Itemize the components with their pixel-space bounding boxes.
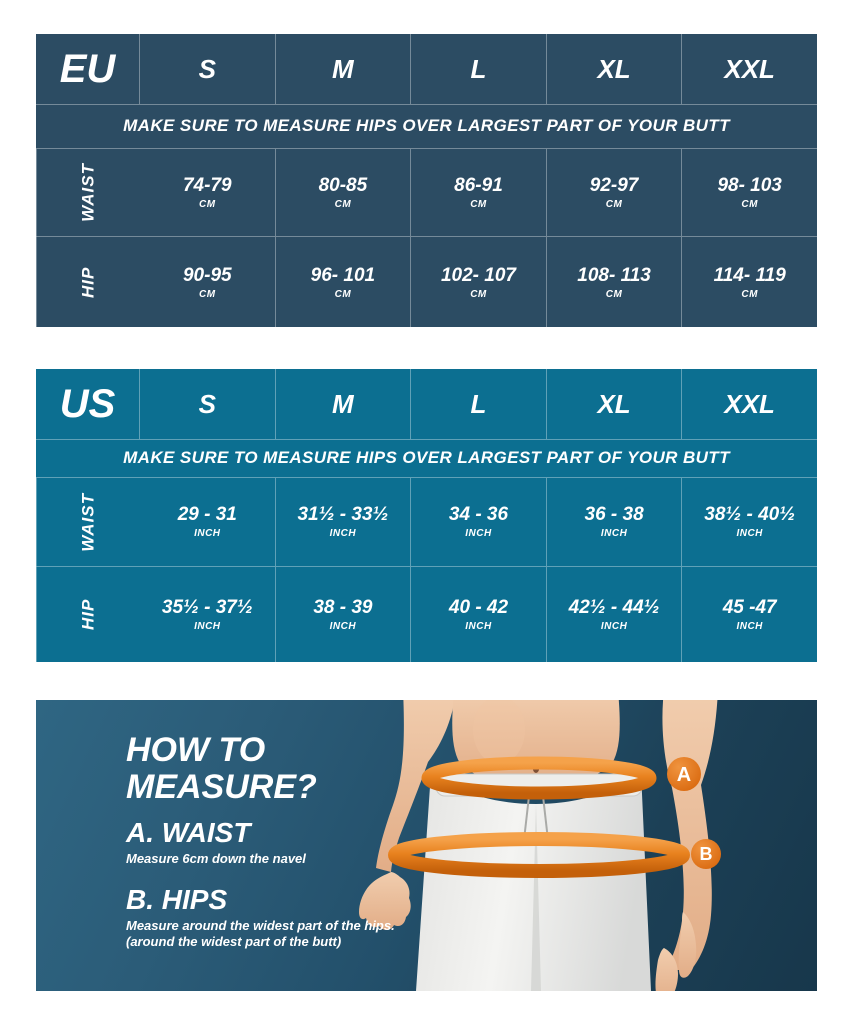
svg-text:B: B bbox=[700, 844, 713, 864]
svg-text:A: A bbox=[677, 764, 691, 786]
